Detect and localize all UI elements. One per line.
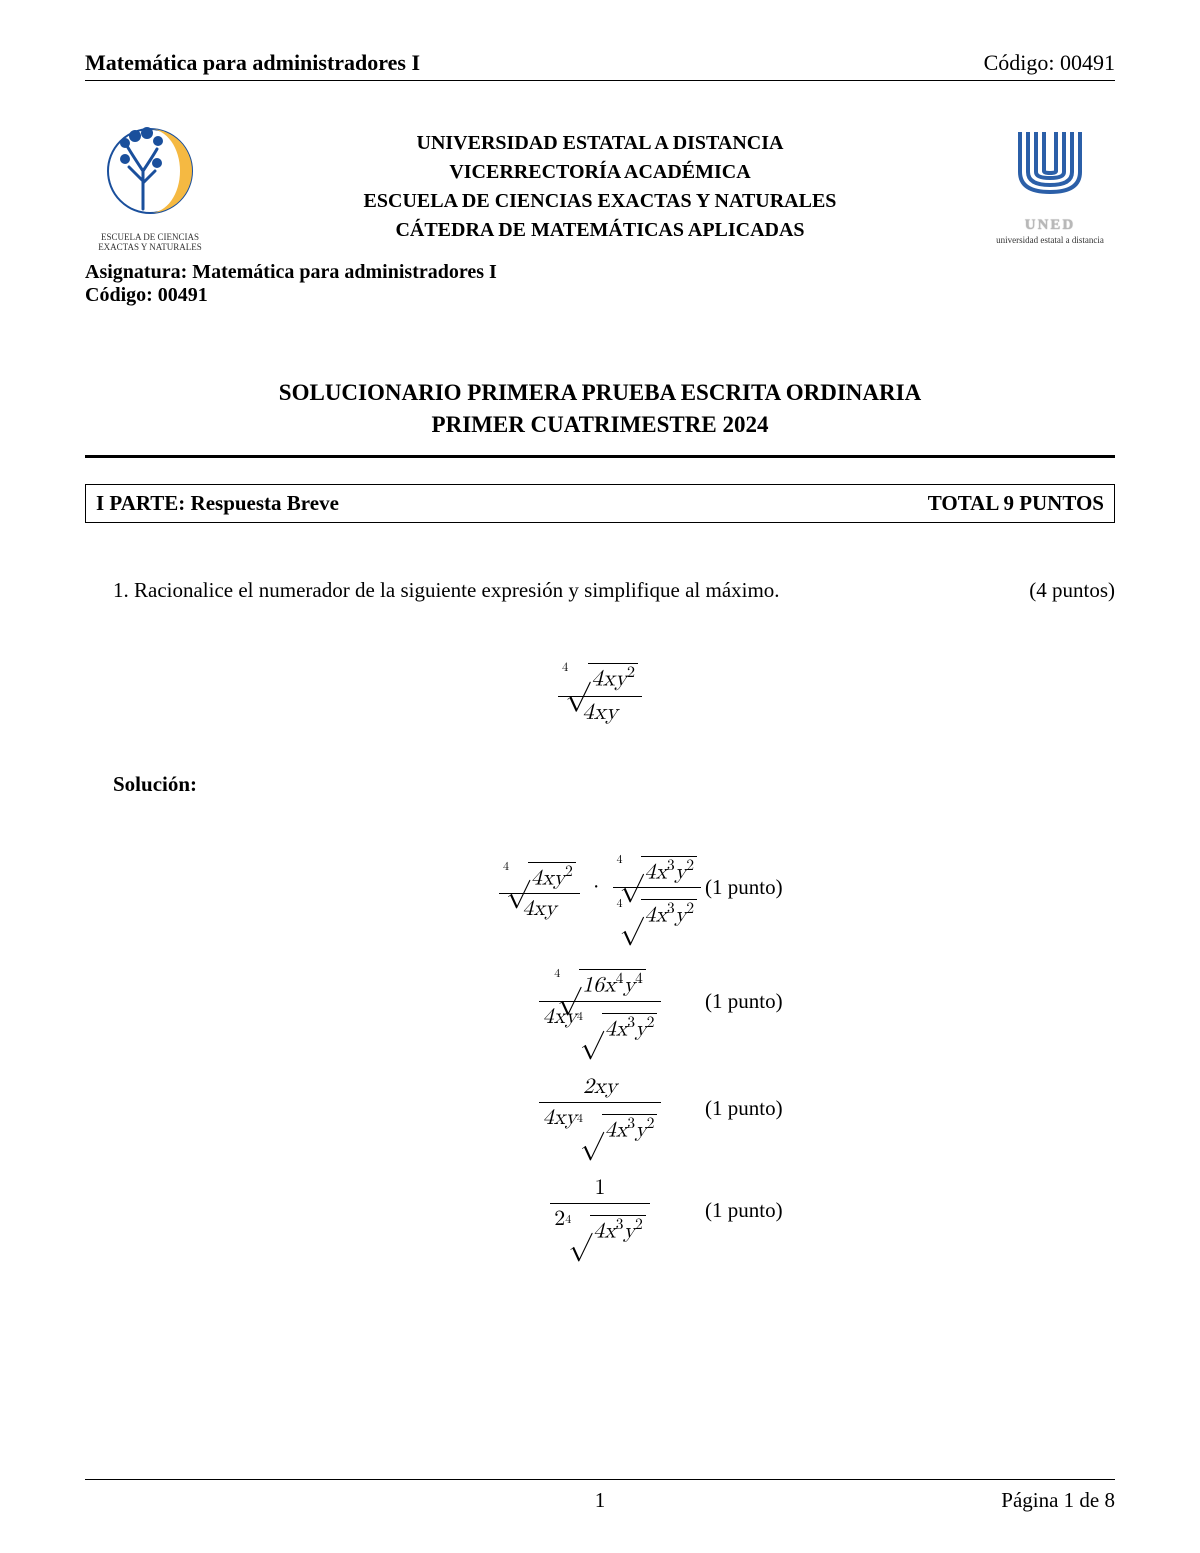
title-line1: SOLUCIONARIO PRIMERA PRUEBA ESCRITA ORDI… <box>85 377 1115 409</box>
subject-code-label: Código: <box>85 284 153 306</box>
step-4: 1 24√4x3y2 (1 punto) <box>85 1175 1115 1244</box>
part-header-box: I PARTE: Respuesta Breve TOTAL 9 PUNTOS <box>85 484 1115 523</box>
solution-steps: 4√4xy2 4xy · 4√4x3y2 4√4x3y2 (1 punto) 4… <box>85 847 1115 1245</box>
uned-subcaption: universidad estatal a distancia <box>996 236 1104 246</box>
institution-line3: ESCUELA DE CIENCIAS EXACTAS Y NATURALES <box>215 187 985 216</box>
header-course-title: Matemática para administradores I <box>85 50 420 76</box>
question-number: 1. <box>113 578 129 602</box>
header-code-label: Código: <box>984 50 1055 75</box>
step-3-points: (1 punto) <box>705 1096 783 1121</box>
step-2: 4√16x4y4 4xy4√4x3y2 (1 punto) <box>85 960 1115 1042</box>
page-header: Matemática para administradores I Código… <box>85 50 1115 81</box>
header-code: Código: 00491 <box>984 50 1115 76</box>
question-points: (4 puntos) <box>1029 578 1115 603</box>
step-3: 2xy 4xy4√4x3y2 (1 punto) <box>85 1074 1115 1143</box>
main-expression: 4 √ 4xy2 4xy <box>85 653 1115 727</box>
part-label: I PARTE: Respuesta Breve <box>96 491 339 516</box>
step-2-points: (1 punto) <box>705 989 783 1014</box>
expression-denominator: 4xy <box>558 697 642 727</box>
school-logo: ESCUELA DE CIENCIAS EXACTAS Y NATURALES <box>85 121 215 253</box>
footer-row: 1 Página 1 de 8 <box>85 1488 1115 1513</box>
footer-rule <box>85 1479 1115 1480</box>
institution-block: ESCUELA DE CIENCIAS EXACTAS Y NATURALES … <box>85 121 1115 307</box>
step-4-points: (1 punto) <box>705 1198 783 1223</box>
radicand: 4xy2 <box>588 663 638 694</box>
institution-line4: CÁTEDRA DE MATEMÁTICAS APLICADAS <box>215 216 985 245</box>
institution-line1: UNIVERSIDAD ESTATAL A DISTANCIA <box>215 129 985 158</box>
subject-value: Matemática para administradores I <box>192 261 497 283</box>
page-footer: 1 Página 1 de 8 <box>85 1479 1115 1513</box>
institution-line2: VICERRECTORÍA ACADÉMICA <box>215 158 985 187</box>
document-title: SOLUCIONARIO PRIMERA PRUEBA ESCRITA ORDI… <box>85 377 1115 441</box>
footer-page-of: Página 1 de 8 <box>1001 1488 1115 1513</box>
step-1-points: (1 punto) <box>705 875 783 900</box>
step-1: 4√4xy2 4xy · 4√4x3y2 4√4x3y2 (1 punto) <box>85 847 1115 929</box>
radical-sign-icon: √ <box>565 663 590 687</box>
school-logo-caption: ESCUELA DE CIENCIAS EXACTAS Y NATURALES <box>85 233 215 253</box>
part-total: TOTAL 9 PUNTOS <box>928 491 1104 516</box>
uned-logo: UNED universidad estatal a distancia <box>985 127 1115 246</box>
logos-row: ESCUELA DE CIENCIAS EXACTAS Y NATURALES … <box>85 121 1115 253</box>
header-code-value: 00491 <box>1060 50 1115 75</box>
institution-heading: UNIVERSIDAD ESTATAL A DISTANCIA VICERREC… <box>215 129 985 245</box>
solution-label: Solución: <box>85 772 1115 797</box>
question-1: 1. Racionalice el numerador de la siguie… <box>85 578 1115 603</box>
footer-page-number: 1 <box>595 1488 606 1513</box>
question-statement: Racionalice el numerador de la siguiente… <box>134 578 780 602</box>
uned-icon <box>1000 127 1100 217</box>
subject-line: Asignatura: Matemática para administrado… <box>85 261 1115 307</box>
tree-crescent-icon <box>95 121 205 231</box>
title-line2: PRIMER CUATRIMESTRE 2024 <box>85 409 1115 441</box>
subject-label: Asignatura: <box>85 261 187 283</box>
title-rule <box>85 455 1115 458</box>
root-index: 4 <box>562 661 568 676</box>
subject-code-value: 00491 <box>158 284 208 306</box>
question-text: 1. Racionalice el numerador de la siguie… <box>113 578 1009 603</box>
uned-label: UNED <box>1025 217 1076 234</box>
